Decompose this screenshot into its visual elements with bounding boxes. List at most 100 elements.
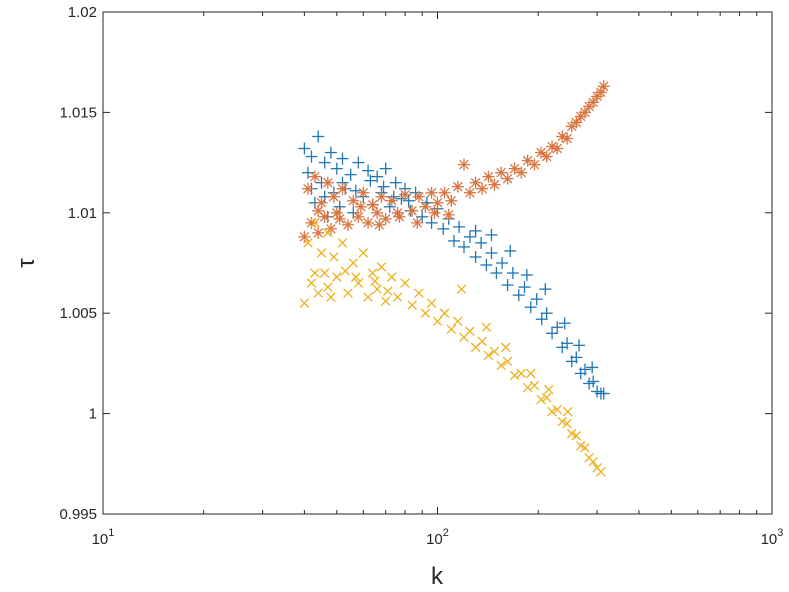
data-point-plus	[520, 269, 533, 282]
data-point-cross	[367, 268, 378, 278]
data-point-cross	[303, 238, 313, 248]
data-point-asterisk	[556, 130, 569, 143]
data-point-plus	[389, 176, 402, 189]
data-point-asterisk	[371, 206, 384, 219]
data-point-plus	[485, 228, 498, 241]
data-point-plus	[301, 166, 314, 179]
data-point-plus	[586, 361, 599, 374]
data-point-cross	[596, 467, 606, 477]
data-point-cross	[400, 278, 410, 288]
data-point-plus	[362, 164, 375, 177]
data-point-plus	[597, 387, 610, 400]
data-point-cross	[299, 298, 310, 308]
data-point-plus	[364, 174, 377, 187]
x-tick-label: 103	[761, 527, 784, 548]
data-point-asterisk	[540, 150, 553, 163]
data-point-plus	[469, 224, 482, 237]
data-point-asterisk	[352, 210, 365, 223]
data-point-cross	[326, 292, 336, 302]
data-point-cross	[332, 272, 342, 282]
data-point-asterisk	[411, 216, 424, 229]
data-point-plus	[344, 168, 357, 181]
data-point-asterisk	[366, 198, 379, 211]
data-point-plus	[573, 339, 586, 352]
data-point-cross	[543, 384, 554, 395]
data-point-asterisk	[515, 166, 528, 179]
data-point-plus	[453, 220, 466, 233]
data-point-cross	[340, 266, 351, 276]
data-point-plus	[570, 351, 583, 364]
data-point-plus	[504, 244, 517, 257]
data-point-cross	[323, 228, 333, 238]
data-point-cross	[446, 324, 457, 335]
data-point-asterisk	[570, 116, 583, 129]
data-point-asterisk	[301, 182, 314, 195]
data-point-cross	[310, 218, 320, 228]
data-point-asterisk	[333, 212, 346, 225]
data-point-asterisk	[551, 142, 564, 155]
data-point-asterisk	[431, 196, 444, 209]
data-point-cross	[496, 360, 506, 371]
data-point-cross	[552, 404, 563, 415]
data-point-cross	[465, 326, 475, 337]
data-point-cross	[529, 380, 540, 391]
data-point-asterisk	[324, 222, 337, 235]
data-point-asterisk	[419, 200, 432, 213]
data-point-asterisk	[312, 226, 325, 239]
data-point-cross	[380, 296, 391, 306]
x-axis-title: k	[431, 563, 444, 590]
data-point-asterisk	[393, 210, 406, 223]
data-point-asterisk	[308, 170, 321, 183]
data-point-plus	[578, 363, 591, 376]
y-tick-label: 1.015	[59, 104, 97, 121]
data-point-plus	[475, 236, 488, 249]
data-point-plus	[437, 222, 450, 235]
data-point-asterisk	[321, 176, 334, 189]
data-points	[298, 80, 610, 477]
y-tick-label: 1.02	[68, 4, 97, 21]
data-point-cross	[420, 308, 431, 318]
data-point-asterisk	[354, 200, 367, 213]
data-point-cross	[351, 272, 361, 282]
data-point-asterisk	[587, 96, 600, 109]
data-point-plus	[485, 246, 498, 259]
data-point-plus	[416, 210, 429, 223]
data-point-cross	[316, 248, 327, 258]
data-point-cross	[489, 346, 500, 357]
data-point-plus	[402, 194, 415, 207]
data-point-cross	[453, 316, 463, 327]
data-point-plus	[524, 301, 537, 314]
data-point-asterisk	[438, 186, 451, 199]
data-point-asterisk	[508, 162, 521, 175]
x-tick-label: 102	[426, 527, 449, 548]
data-point-plus	[512, 289, 525, 302]
data-point-cross	[536, 394, 546, 405]
data-point-plus	[535, 313, 548, 326]
data-point-cross	[562, 406, 573, 417]
data-point-asterisk	[298, 230, 311, 243]
data-point-plus	[561, 337, 574, 350]
data-point-plus	[463, 230, 476, 243]
data-point-cross	[348, 258, 359, 268]
data-point-asterisk	[469, 176, 482, 189]
data-point-plus	[312, 130, 325, 143]
data-point-asterisk	[476, 182, 489, 195]
data-point-plus	[518, 281, 531, 294]
data-point-asterisk	[451, 180, 464, 193]
data-point-asterisk	[488, 178, 501, 191]
data-point-asterisk	[457, 158, 470, 171]
data-point-cross	[547, 406, 557, 417]
data-point-asterisk	[521, 154, 534, 167]
data-point-cross	[426, 298, 437, 308]
data-point-cross	[337, 238, 348, 248]
data-point-cross	[329, 252, 339, 262]
data-point-asterisk	[399, 188, 412, 201]
data-point-plus	[558, 317, 571, 330]
data-point-cross	[557, 416, 568, 427]
data-point-plus	[377, 180, 390, 193]
y-tick-label: 0.995	[59, 506, 97, 523]
data-point-asterisk	[428, 206, 441, 219]
data-point-cross	[358, 248, 369, 258]
data-point-plus	[379, 162, 392, 175]
